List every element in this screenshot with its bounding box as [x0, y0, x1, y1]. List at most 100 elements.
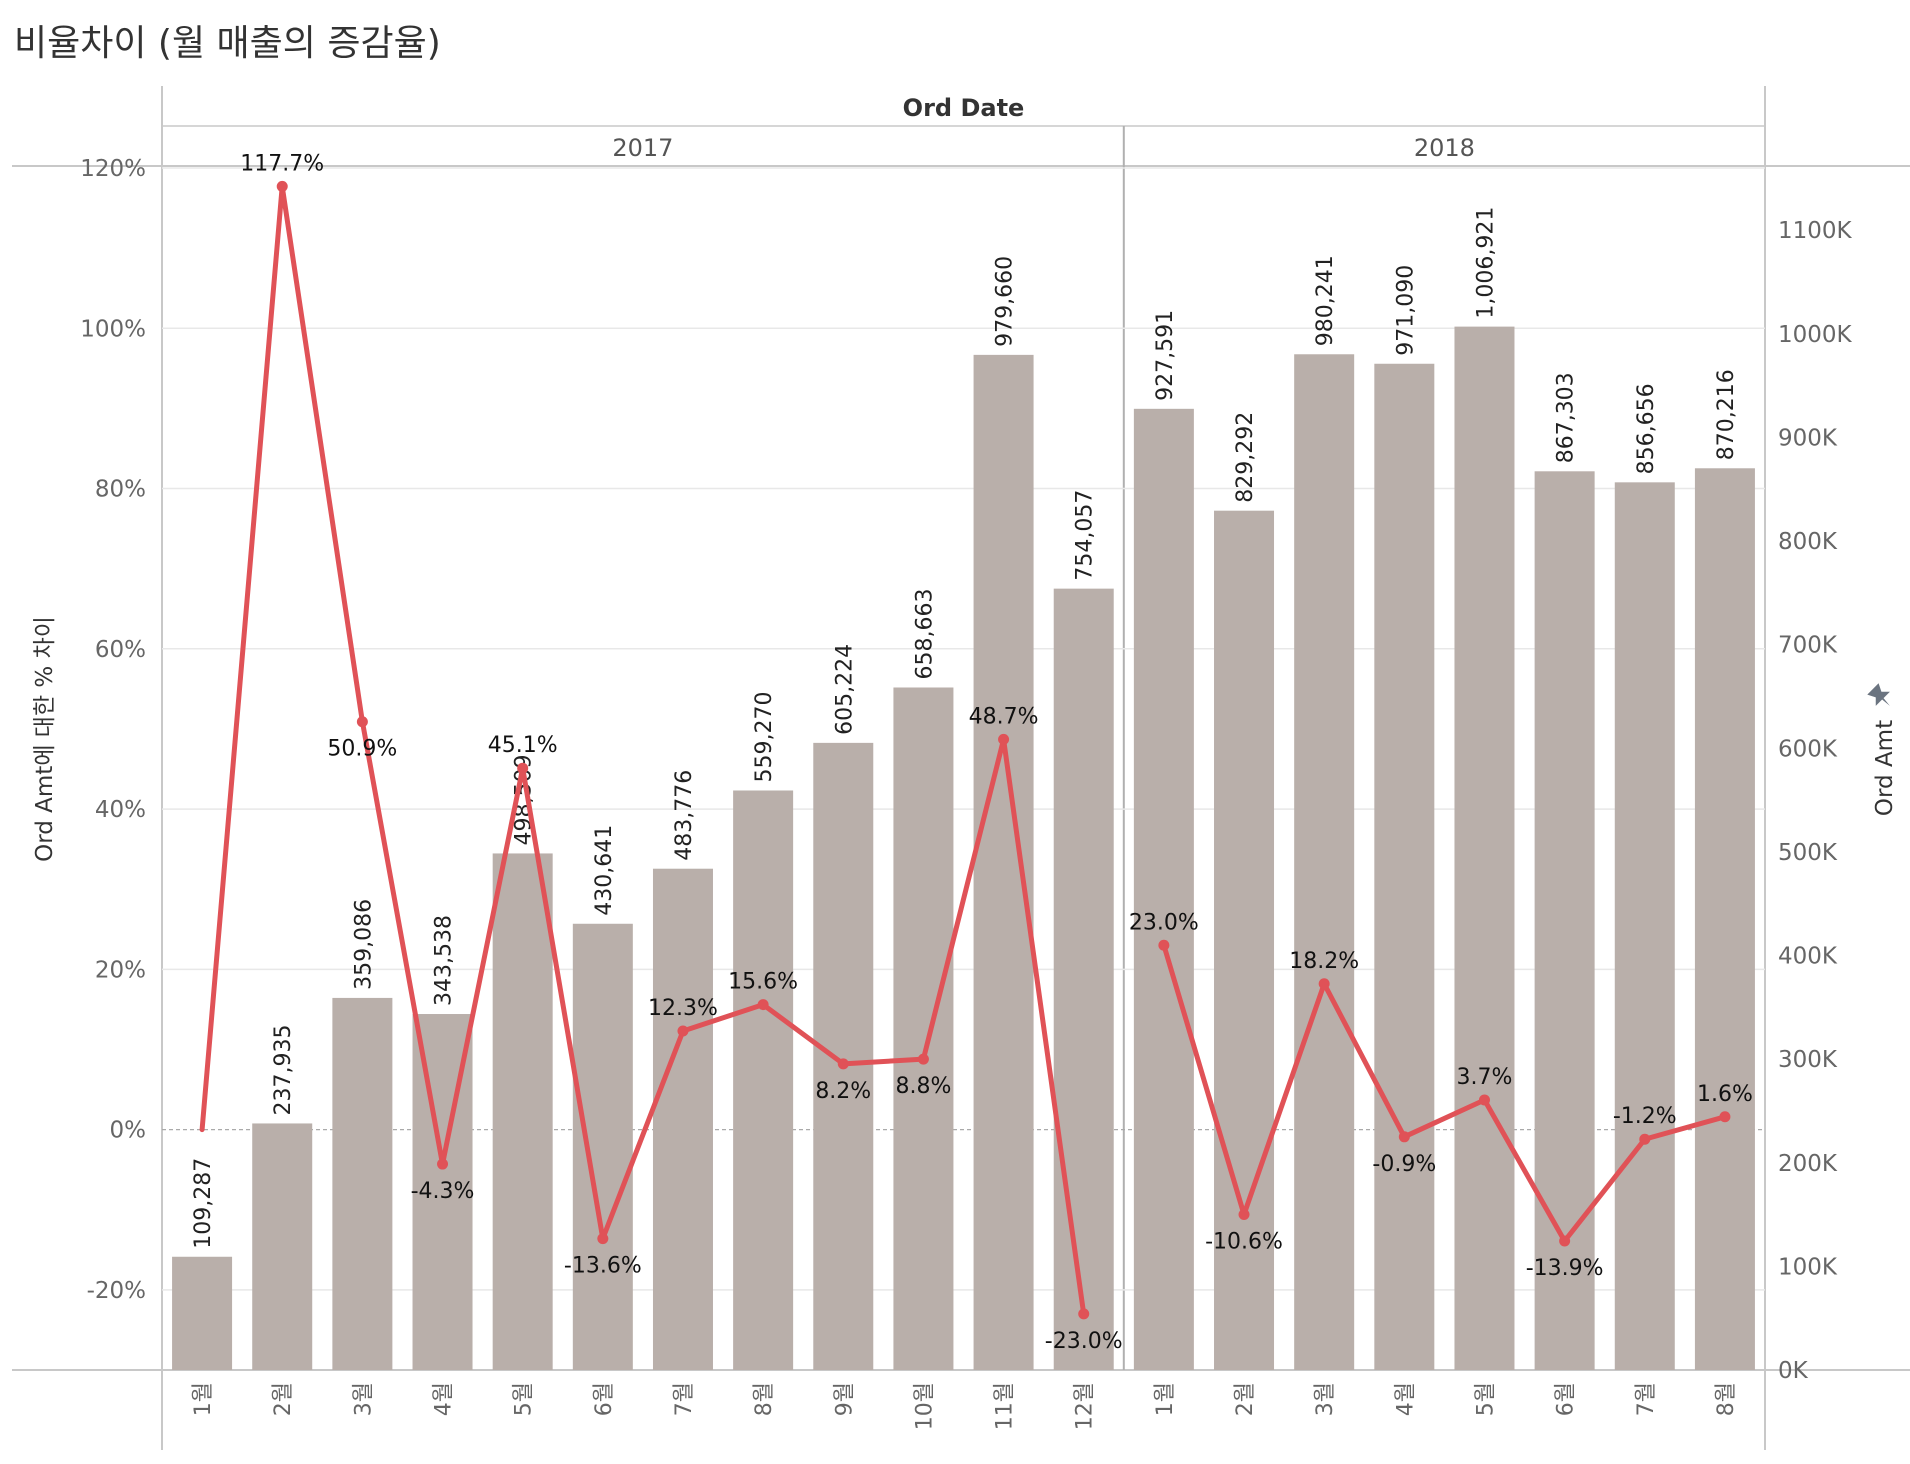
bar — [172, 1256, 233, 1370]
header-title: Ord Date — [903, 94, 1025, 122]
line-point — [1078, 1308, 1090, 1320]
right-tick-label: 1100K — [1778, 218, 1853, 244]
bar — [332, 997, 393, 1370]
bar-label: 829,292 — [1233, 412, 1258, 503]
percent-label: 8.2% — [815, 1079, 871, 1104]
x-tick-label: 2월 — [1233, 1382, 1258, 1416]
bar — [1374, 363, 1435, 1370]
percent-label: -10.6% — [1205, 1230, 1283, 1255]
percent-label: 45.1% — [488, 733, 558, 758]
bar-label: 979,660 — [993, 256, 1018, 347]
bar-label: 430,641 — [592, 825, 617, 916]
x-tick-label: 7월 — [672, 1382, 697, 1416]
axes: 120% 100% 80% 60% 40% 20% 0% -20% 1100K 1000K 900K… — [32, 156, 1898, 1430]
left-tick-label: 0% — [110, 1118, 147, 1144]
bar-label: 343,538 — [432, 915, 457, 1006]
bar — [1294, 354, 1355, 1370]
bar-label: 927,591 — [1153, 310, 1178, 401]
line-point — [917, 1053, 929, 1065]
right-tick-label: 1000K — [1778, 322, 1853, 348]
percent-label: 8.8% — [895, 1074, 951, 1099]
pin-glyph[interactable] — [1866, 682, 1897, 713]
line-point — [837, 1058, 849, 1070]
line-point — [1158, 939, 1170, 951]
bar — [1694, 468, 1755, 1370]
percent-label: -0.9% — [1372, 1152, 1436, 1177]
left-tick-label: -20% — [87, 1278, 146, 1304]
x-tick-label: 1월 — [191, 1382, 216, 1416]
percent-label: -1.2% — [1613, 1104, 1677, 1129]
left-tick-label: 60% — [95, 637, 146, 663]
chart-frame — [12, 86, 1910, 1450]
bar-label: 559,270 — [752, 691, 777, 782]
line-point — [276, 180, 288, 192]
x-tick-label: 7월 — [1634, 1382, 1659, 1416]
bar-label: 980,241 — [1313, 255, 1338, 346]
percent-label: -13.9% — [1526, 1256, 1604, 1281]
bar — [652, 868, 713, 1370]
percent-label: 18.2% — [1289, 949, 1359, 974]
x-tick-label: 3월 — [1313, 1382, 1338, 1416]
right-tick-label: 400K — [1778, 944, 1838, 970]
chart-title: 비율차이 (월 매출의 증감율) — [14, 23, 441, 64]
left-tick-label: 40% — [95, 797, 146, 823]
line-point — [597, 1233, 609, 1245]
bar-label: 856,656 — [1634, 383, 1659, 474]
line-point — [1478, 1094, 1490, 1106]
percent-label: 23.0% — [1129, 910, 1199, 935]
x-tick-label: 2월 — [271, 1382, 296, 1416]
bar — [893, 687, 954, 1370]
left-tick-label: 20% — [95, 957, 146, 983]
right-tick-label: 300K — [1778, 1047, 1838, 1073]
line-point — [1398, 1131, 1410, 1143]
percent-label: -13.6% — [564, 1254, 642, 1279]
percent-label: 48.7% — [969, 704, 1039, 729]
series-line — [199, 183, 1728, 1317]
x-tick-label: 9월 — [832, 1382, 857, 1416]
percent-label: 12.3% — [648, 996, 718, 1021]
line-point — [757, 999, 769, 1011]
line-point — [1719, 1111, 1731, 1123]
right-axis-title: Ord Amt — [1872, 720, 1898, 816]
line-point — [356, 716, 368, 728]
left-tick-label: 100% — [80, 316, 146, 342]
line-point — [1318, 978, 1330, 990]
x-tick-label: 4월 — [1393, 1382, 1418, 1416]
right-tick-label: 100K — [1778, 1254, 1838, 1280]
line-point — [1639, 1133, 1651, 1145]
right-tick-label: 600K — [1778, 736, 1838, 762]
year-label-2017: 2017 — [612, 134, 673, 162]
bar — [1214, 510, 1275, 1371]
bar — [1053, 588, 1114, 1370]
percent-label: 1.6% — [1697, 1082, 1753, 1107]
bar — [572, 923, 633, 1370]
line-point — [677, 1025, 689, 1037]
bar-label: 605,224 — [832, 644, 857, 735]
bar — [813, 742, 874, 1370]
line-series — [199, 180, 1731, 1320]
bar — [492, 853, 553, 1370]
x-tick-label: 8월 — [1714, 1382, 1739, 1416]
pin-icon[interactable] — [1866, 682, 1897, 713]
x-tick-label: 8월 — [752, 1382, 777, 1416]
line-point — [517, 762, 529, 774]
line-point — [437, 1158, 449, 1170]
x-tick-label: 3월 — [351, 1382, 376, 1416]
percent-labels: 117.7% 50.9% -4.3% 45.1% -13.6% 12.3% 15.6% 8.2… — [240, 151, 1753, 1353]
line-point — [998, 733, 1010, 745]
grid-lines — [162, 167, 1765, 1291]
x-tick-label: 4월 — [432, 1382, 457, 1416]
bar — [973, 354, 1034, 1371]
x-tick-label: 5월 — [1473, 1382, 1498, 1416]
right-tick-label: 200K — [1778, 1151, 1838, 1177]
left-tick-label: 120% — [80, 156, 146, 182]
percent-label: -23.0% — [1045, 1329, 1123, 1354]
bar-label: 109,287 — [191, 1158, 216, 1249]
bar — [1614, 482, 1675, 1370]
bar-label: 754,057 — [1073, 490, 1098, 581]
right-tick-label: 700K — [1778, 633, 1838, 659]
right-tick-label: 800K — [1778, 529, 1838, 555]
bar-label: 870,216 — [1714, 369, 1739, 460]
